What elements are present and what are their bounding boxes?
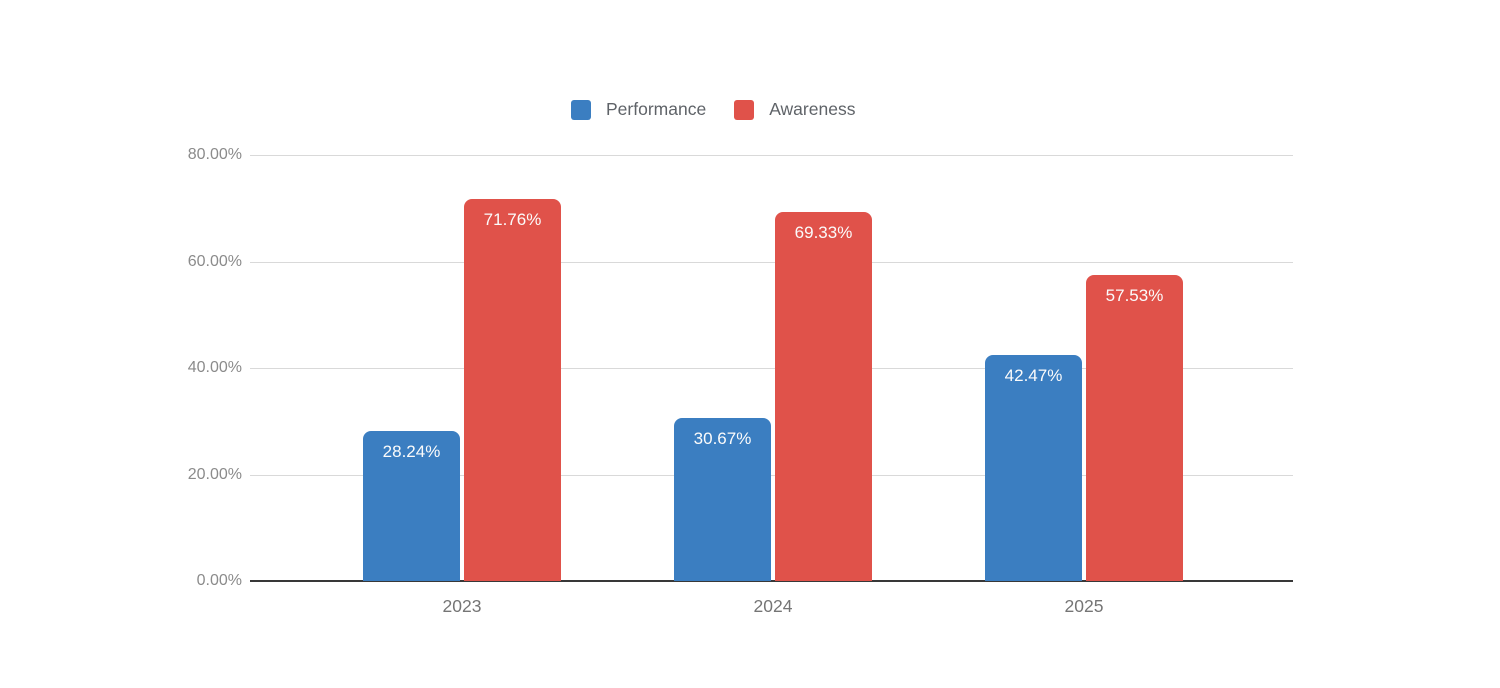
chart-legend: Performance Awareness (571, 99, 855, 120)
legend-item-performance: Performance (571, 99, 706, 120)
bar-awareness-2024: 69.33% (775, 211, 872, 581)
bar-value-label: 28.24% (382, 441, 441, 461)
x-axis-tick-label: 2023 (442, 596, 482, 616)
legend-swatch-icon (571, 99, 591, 120)
y-axis-tick-label: 20.00% (187, 465, 242, 483)
x-axis-tick-label: 2025 (1064, 596, 1104, 616)
gridline (250, 155, 1293, 156)
bar-awareness-2023: 71.76% (464, 198, 561, 581)
bar-value-label: 71.76% (483, 209, 542, 229)
legend-label: Performance (606, 99, 707, 119)
bar-value-label: 69.33% (794, 222, 853, 242)
y-axis-tick-label: 60.00% (187, 252, 242, 270)
legend-swatch-icon (734, 99, 755, 120)
bar-performance-2024: 30.67% (674, 417, 771, 581)
x-axis-baseline (250, 580, 1293, 582)
bar-performance-2023: 28.24% (363, 430, 460, 581)
bar-value-label: 42.47% (1004, 365, 1063, 385)
legend-label: Awareness (769, 99, 856, 119)
y-axis-tick-label: 80.00% (187, 146, 242, 163)
bar-value-label: 57.53% (1105, 285, 1164, 305)
bar-value-label: 30.67% (693, 428, 752, 448)
y-axis-tick-label: 40.00% (187, 359, 242, 376)
x-axis-tick-label: 2024 (753, 596, 793, 616)
legend-item-awareness: Awareness (734, 99, 855, 120)
bar-performance-2025: 42.47% (985, 354, 1082, 581)
y-axis-tick-label: 0.00% (196, 572, 242, 589)
gridline (250, 474, 1293, 476)
gridline (250, 261, 1293, 263)
gridline (250, 368, 1293, 369)
bar-awareness-2025: 57.53% (1086, 274, 1183, 581)
